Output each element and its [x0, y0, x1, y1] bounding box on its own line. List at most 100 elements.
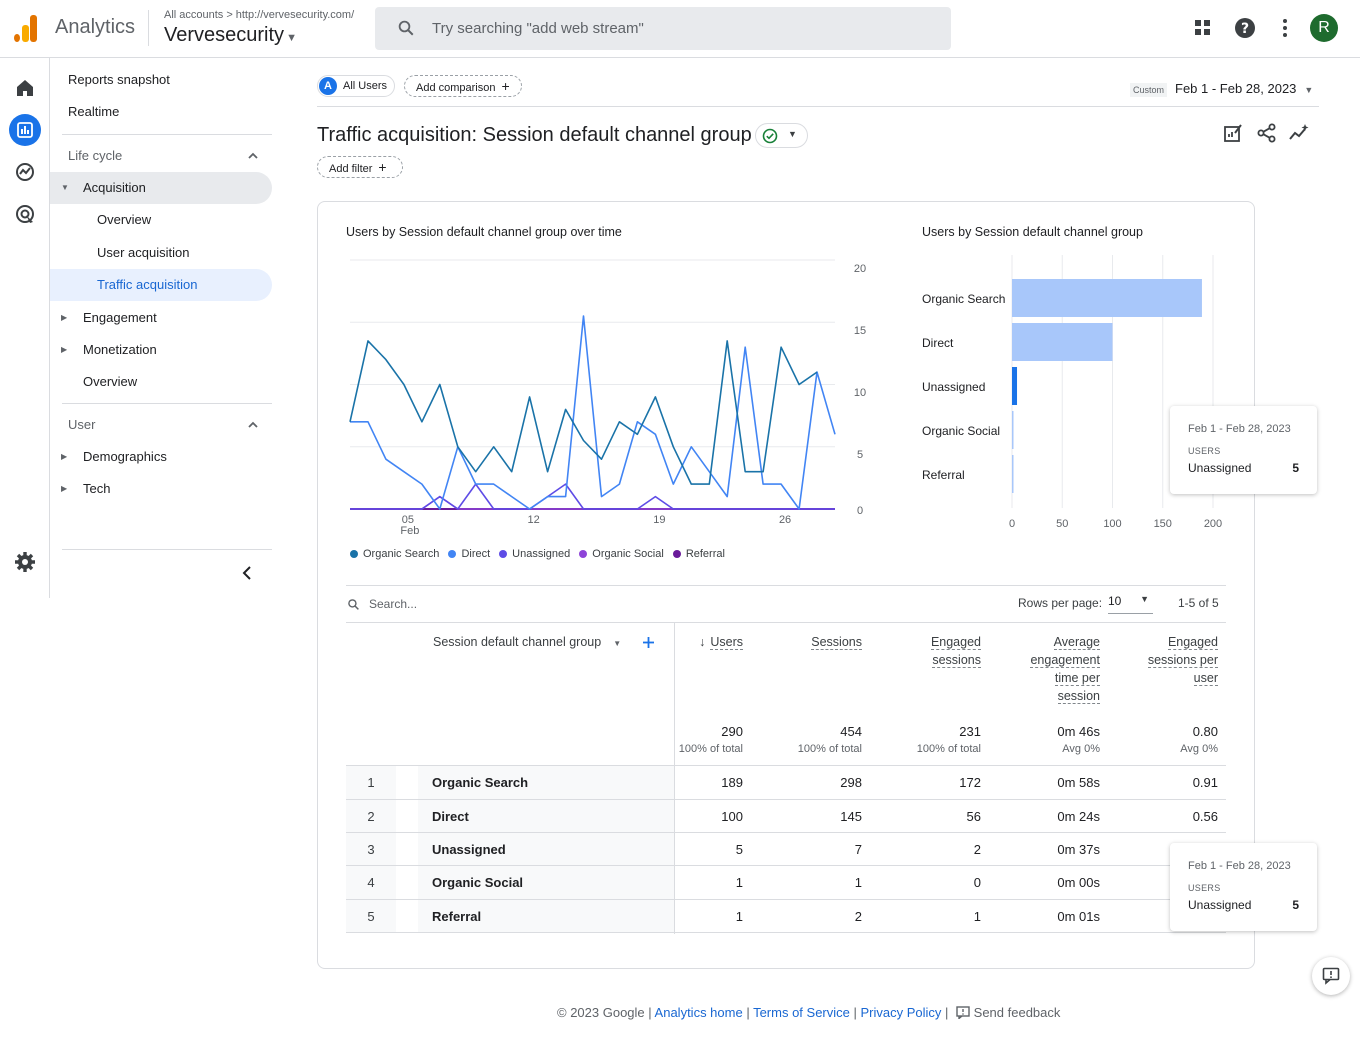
- column-header-label: Engaged: [930, 635, 981, 650]
- app-name: Analytics: [55, 16, 136, 38]
- feedback-fab-button[interactable]: [1312, 957, 1350, 995]
- legend-item[interactable]: Organic Social: [579, 548, 664, 560]
- bar-direct[interactable]: [1012, 323, 1113, 361]
- bar-organic-social[interactable]: [1012, 411, 1014, 449]
- breadcrumb[interactable]: All accounts > http://vervesecurity.com/: [164, 9, 354, 21]
- column-header-engaged-sessions-per-user[interactable]: Engaged sessions per user: [1120, 633, 1218, 687]
- analytics-logo-icon[interactable]: [14, 14, 38, 42]
- bar-unassigned[interactable]: [1012, 367, 1018, 405]
- table-row[interactable]: 5 Referral 1 2 1 0m 01s: [346, 899, 1226, 933]
- line-chart[interactable]: 20 15 10 5 0 05 12 19 26 Feb: [340, 255, 880, 545]
- column-header-label: session: [1057, 689, 1100, 704]
- x-tick-label: 19: [653, 514, 665, 526]
- footer-analytics-home-link[interactable]: Analytics home: [654, 1005, 743, 1020]
- date-range-value: Feb 1 - Feb 28, 2023: [1175, 81, 1297, 96]
- sidebar-item-overview-2[interactable]: Overview: [83, 374, 138, 389]
- sidebar-item-tech[interactable]: ▶ Tech: [50, 473, 272, 505]
- sidebar-item-traffic-acquisition[interactable]: Traffic acquisition: [50, 269, 272, 301]
- sidebar-item-reports-snapshot[interactable]: Reports snapshot: [68, 72, 170, 87]
- legend-item[interactable]: Direct: [448, 548, 490, 560]
- caret-down-icon: ▼: [61, 183, 69, 192]
- row-index: 5: [346, 900, 396, 933]
- customize-report-icon[interactable]: [1222, 122, 1244, 144]
- bar-chart[interactable]: 0 50 100 150 200 Organic Search Direct Unassign…: [915, 255, 1235, 545]
- settings-gear-icon[interactable]: [13, 550, 37, 574]
- legend-dot: [499, 550, 508, 558]
- divider: [62, 403, 272, 404]
- sidebar-item-demographics[interactable]: ▶ Demographics: [50, 441, 272, 473]
- footer-terms-link[interactable]: Terms of Service: [753, 1005, 850, 1020]
- table-search-input[interactable]: Search...: [369, 597, 418, 611]
- collapse-chevron-left-icon[interactable]: [240, 565, 254, 581]
- add-dimension-plus-icon[interactable]: [642, 636, 655, 649]
- more-vert-icon[interactable]: [1274, 17, 1296, 39]
- apps-grid-icon[interactable]: [1192, 17, 1214, 39]
- series-line-organic-search[interactable]: [349, 340, 818, 485]
- chevron-up-icon[interactable]: [246, 149, 260, 163]
- avatar[interactable]: R: [1310, 14, 1338, 42]
- insights-icon[interactable]: [1288, 122, 1310, 144]
- help-icon[interactable]: ?: [1234, 17, 1256, 39]
- sidebar-item-overview[interactable]: Overview: [97, 212, 152, 227]
- column-header-sessions[interactable]: Sessions: [790, 633, 862, 651]
- date-range-picker[interactable]: Feb 1 - Feb 28, 2023 ▼: [1175, 81, 1313, 96]
- bar-referral[interactable]: [1012, 455, 1014, 493]
- series-line-unassigned[interactable]: [350, 483, 835, 510]
- add-comparison-button[interactable]: Add comparison +: [404, 75, 522, 97]
- dropdown-arrow-icon: ▼: [286, 32, 297, 44]
- sidebar-item-realtime[interactable]: Realtime: [68, 104, 120, 119]
- search-icon: [348, 599, 359, 610]
- account-selector[interactable]: Vervesecurity ▼: [164, 24, 297, 47]
- home-icon[interactable]: [13, 76, 37, 100]
- add-filter-button[interactable]: Add filter +: [317, 156, 403, 178]
- series-line-organic-social[interactable]: [350, 495, 835, 510]
- table-row[interactable]: 4 Organic Social 1 1 0 0m 00s: [346, 865, 1226, 899]
- custom-date-tag: Custom: [1130, 83, 1168, 97]
- column-header-engaged-sessions[interactable]: Engaged sessions: [900, 633, 981, 669]
- table-row[interactable]: 3 Unassigned 5 7 2 0m 37s: [346, 832, 1226, 866]
- sidebar-section-user[interactable]: User: [68, 417, 96, 432]
- column-header-label: Users: [710, 635, 743, 650]
- all-users-chip[interactable]: A All Users: [317, 75, 395, 97]
- explore-icon[interactable]: [13, 160, 37, 184]
- legend-item[interactable]: Organic Search: [350, 548, 439, 560]
- sidebar-item-label: Demographics: [83, 449, 167, 464]
- sidebar-item-engagement[interactable]: ▶ Engagement: [50, 302, 272, 334]
- caret-right-icon: ▶: [61, 313, 68, 322]
- x-tick-label: 26: [779, 514, 791, 526]
- column-header-label: sessions per: [1147, 653, 1218, 668]
- sidebar-section-lifecycle[interactable]: Life cycle: [68, 148, 123, 163]
- total-users-sub: 100% of total: [678, 743, 743, 755]
- cell-users: 100: [721, 809, 743, 824]
- share-icon[interactable]: [1256, 122, 1278, 144]
- dropdown-arrow-icon: ▼: [1304, 85, 1314, 95]
- search-bar[interactable]: Try searching "add web stream": [375, 7, 951, 50]
- breadcrumb-url[interactable]: http://vervesecurity.com/: [235, 9, 355, 21]
- sidebar-item-monetization[interactable]: ▶ Monetization: [50, 334, 272, 366]
- breadcrumb-root[interactable]: All accounts: [164, 9, 224, 21]
- footer-send-feedback-link[interactable]: Send feedback: [973, 1005, 1061, 1020]
- sidebar-item-user-acquisition[interactable]: User acquisition: [97, 245, 190, 260]
- dimension-header-label: Session default channel group: [433, 635, 602, 649]
- column-header-avg-engagement-time[interactable]: Average engagement time per session: [1010, 633, 1100, 705]
- sidebar-item-acquisition[interactable]: ▼ Acquisition: [50, 172, 272, 204]
- dimension-header[interactable]: Session default channel group ▼: [433, 635, 621, 649]
- data-quality-status-button[interactable]: ▼: [755, 123, 808, 148]
- legend-item[interactable]: Referral: [672, 548, 725, 560]
- x-tick-label: 150: [1154, 518, 1172, 530]
- legend-item[interactable]: Unassigned: [499, 548, 570, 560]
- legend-dot: [350, 550, 358, 558]
- table-row[interactable]: 1 Organic Search 189 298 172 0m 58s 0.91: [346, 765, 1226, 799]
- column-header-users[interactable]: ↓ Users: [680, 633, 743, 651]
- bar-organic-search[interactable]: [1012, 279, 1202, 317]
- chip-label: Add filter: [329, 163, 373, 175]
- account-name: Vervesecurity: [164, 24, 285, 46]
- series-line-direct[interactable]: [350, 315, 836, 510]
- footer-privacy-link[interactable]: Privacy Policy: [860, 1005, 942, 1020]
- total-users: 290: [721, 724, 743, 739]
- reports-icon[interactable]: [13, 118, 37, 142]
- table-row[interactable]: 2 Direct 100 145 56 0m 24s 0.56: [346, 799, 1226, 833]
- advertising-icon[interactable]: [13, 202, 37, 226]
- rows-per-page-select[interactable]: 10 ▼: [1108, 594, 1153, 614]
- chevron-up-icon[interactable]: [246, 418, 260, 432]
